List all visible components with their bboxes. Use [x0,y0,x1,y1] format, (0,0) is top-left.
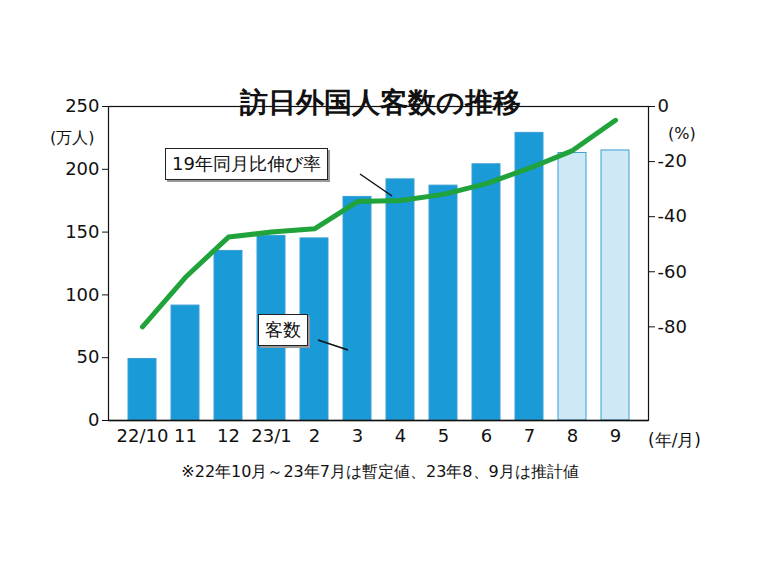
svg-text:22/10: 22/10 [117,425,169,446]
svg-text:4: 4 [395,425,406,446]
html-text:訪日外国人客数の推移: 訪日外国人客数の推移 [239,86,521,119]
html-text:※22年10月～23年7月は暫定値、23年8、9月は推計値: ※22年10月～23年7月は暫定値、23年8、9月は推計値 [181,462,579,481]
svg-text:-60: -60 [658,261,687,282]
svg-text:-20: -20 [658,150,687,171]
svg-text:3: 3 [352,425,363,446]
html-text:客数: 客数 [265,319,301,340]
svg-text:9: 9 [610,425,621,446]
svg-text:-40: -40 [658,205,687,226]
svg-text:150: 150 [65,221,99,242]
html-text:19年同月比伸び率: 19年同月比伸び率 [172,153,321,174]
svg-text:50: 50 [77,346,100,367]
svg-text:7: 7 [524,425,535,446]
html-text:(年/月): (年/月) [648,430,701,450]
svg-text:0: 0 [658,95,669,116]
svg-text:100: 100 [65,284,99,305]
svg-text:23/1: 23/1 [251,425,291,446]
html-text:(万人): (万人) [50,128,95,147]
svg-text:0: 0 [88,409,99,430]
svg-text:11: 11 [174,425,197,446]
svg-text:-80: -80 [658,316,687,337]
svg-text:250: 250 [65,95,99,116]
svg-text:200: 200 [65,158,99,179]
svg-text:6: 6 [481,425,492,446]
svg-text:12: 12 [217,425,240,446]
svg-text:8: 8 [567,425,578,446]
svg-text:2: 2 [309,425,320,446]
svg-text:5: 5 [438,425,449,446]
